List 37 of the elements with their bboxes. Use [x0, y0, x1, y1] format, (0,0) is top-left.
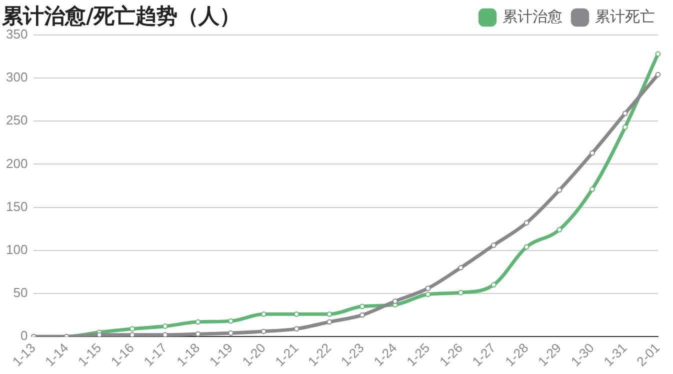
point	[590, 186, 595, 192]
point	[162, 324, 168, 329]
point	[622, 110, 628, 116]
y-tick-label: 350	[6, 26, 28, 42]
legend-label: 累计死亡	[595, 7, 655, 26]
y-tick-label: 0	[20, 328, 28, 344]
point	[556, 227, 562, 232]
point	[130, 332, 135, 337]
point	[490, 282, 496, 288]
y-tick-label: 250	[6, 112, 28, 128]
point	[524, 220, 530, 226]
y-tick-label: 100	[6, 242, 28, 257]
point	[425, 292, 431, 298]
point	[524, 244, 530, 250]
point	[326, 319, 332, 325]
y-tick-label: 150	[6, 198, 28, 214]
point	[392, 298, 398, 304]
y-tick-label: 200	[6, 156, 28, 171]
point	[425, 286, 431, 292]
point	[360, 312, 365, 318]
legend-label: 累计治愈	[502, 7, 562, 26]
point	[326, 311, 332, 317]
point	[556, 187, 562, 193]
point	[590, 150, 595, 156]
point	[195, 319, 201, 325]
y-tick-label: 50	[13, 285, 28, 300]
point	[294, 311, 300, 317]
y-tick-label: 300	[6, 70, 28, 85]
point	[622, 124, 628, 130]
point	[655, 51, 661, 57]
point	[360, 304, 365, 310]
chart-title: 累计治愈/死亡趋势（人）	[2, 3, 241, 29]
point	[130, 326, 135, 332]
point	[294, 326, 300, 332]
point	[458, 264, 464, 270]
point	[490, 242, 496, 248]
point	[655, 72, 661, 78]
